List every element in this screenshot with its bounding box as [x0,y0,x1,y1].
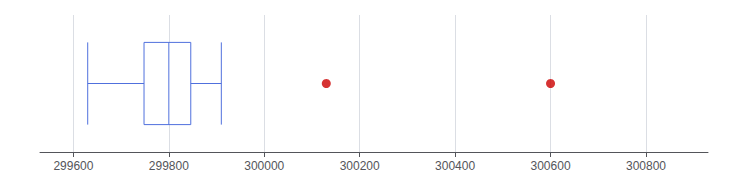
svg-text:300400: 300400 [435,159,475,173]
svg-text:300800: 300800 [626,159,666,173]
svg-text:300600: 300600 [531,159,571,173]
svg-text:300200: 300200 [340,159,380,173]
svg-text:299800: 299800 [149,159,189,173]
svg-text:299600: 299600 [53,159,93,173]
svg-text:300000: 300000 [244,159,284,173]
